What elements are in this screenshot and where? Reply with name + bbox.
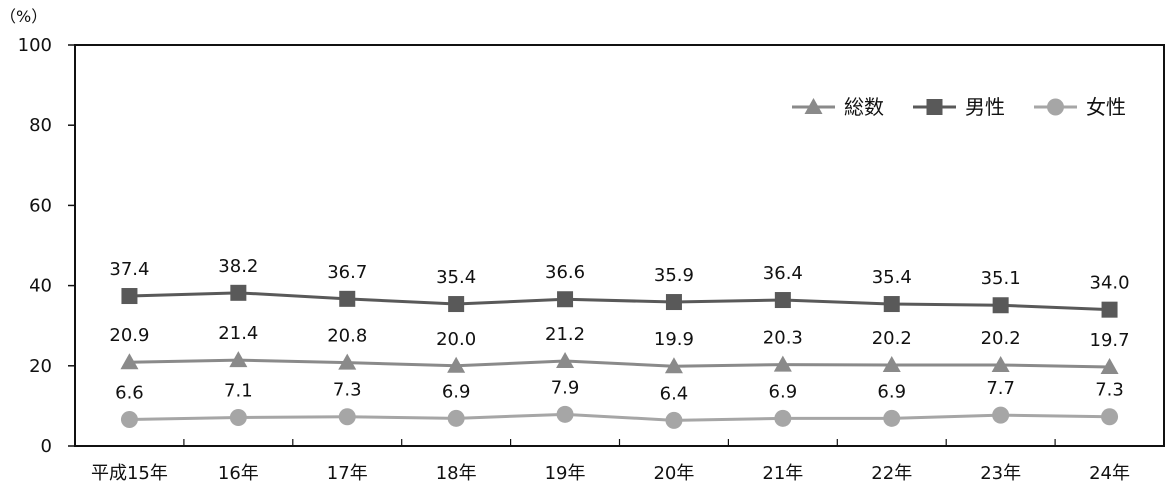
series-line (129, 358, 1110, 369)
data-label: 37.4 (109, 259, 149, 280)
legend-marker (1047, 98, 1064, 116)
data-label: 36.4 (763, 263, 803, 284)
data-label: 6.9 (769, 381, 798, 402)
data-point (1100, 358, 1119, 375)
legend-label: 男性 (965, 95, 1005, 119)
data-label: 6.9 (877, 381, 906, 402)
data-label: 7.1 (224, 381, 253, 402)
x-tick-label: 19年 (545, 463, 586, 484)
legend-item: 女性 (1034, 95, 1126, 119)
series-男性 (121, 284, 1118, 318)
data-label: 20.2 (872, 328, 912, 349)
series-layer (120, 284, 1119, 429)
data-point (557, 291, 574, 308)
data-label: 7.3 (333, 380, 362, 401)
data-point (883, 409, 901, 427)
x-tick-label: 16年 (218, 463, 259, 484)
data-point (992, 406, 1010, 424)
y-tick-label: 100 (18, 35, 52, 56)
data-point (774, 292, 791, 309)
data-point (992, 297, 1009, 314)
series-line (129, 291, 1110, 312)
y-tick-label: 20 (29, 356, 52, 377)
data-point (882, 355, 901, 372)
series-女性 (120, 405, 1119, 429)
x-tick-label: 17年 (327, 463, 368, 484)
y-tick-label: 80 (29, 115, 52, 136)
data-label: 7.7 (986, 378, 1015, 399)
data-point (665, 411, 683, 429)
y-axis-unit-label: （%） (0, 7, 47, 26)
data-label: 6.9 (442, 381, 471, 402)
legend-marker (926, 99, 943, 115)
legend-label: 女性 (1086, 95, 1126, 119)
legend-label: 総数 (844, 95, 884, 119)
x-tick-label: 18年 (436, 463, 477, 484)
data-point (448, 296, 465, 313)
data-label: 38.2 (218, 256, 258, 277)
x-tick-label: 23年 (980, 463, 1021, 484)
data-point (556, 351, 575, 368)
data-point (556, 405, 574, 423)
legend-item: 総数 (792, 95, 884, 119)
data-label: 35.4 (872, 267, 912, 288)
data-label: 20.2 (981, 328, 1021, 349)
data-label: 35.4 (436, 267, 476, 288)
x-tick-label: 21年 (762, 463, 803, 484)
data-label: 20.9 (109, 325, 149, 346)
data-point (338, 353, 357, 370)
data-label: 19.7 (1090, 330, 1130, 351)
data-label: 20.0 (436, 329, 476, 350)
data-point (229, 351, 248, 368)
data-label: 35.9 (654, 265, 694, 286)
data-point (229, 409, 247, 427)
x-tick-label: 22年 (871, 463, 912, 484)
data-label: 19.9 (654, 329, 694, 350)
data-label: 7.9 (551, 377, 580, 398)
data-label: 21.4 (218, 323, 258, 344)
x-tick-label: 24年 (1089, 463, 1130, 484)
legend-marker (804, 98, 823, 114)
data-point (1101, 301, 1118, 318)
data-label: 36.6 (545, 262, 585, 283)
data-label: 20.8 (327, 326, 367, 347)
x-tick-label: 20年 (653, 463, 694, 484)
data-label: 6.6 (115, 383, 144, 404)
axes: 0 20 40 60 80 100 平成15年 16年 17年 18年 19年 20年 21年 22年 23… (18, 35, 1165, 484)
data-labels-layer: 20.9 21.4 20.8 20.0 21.2 19.9 20.3 20.2 20.2 19.7… (109, 256, 1129, 405)
data-point (447, 409, 465, 427)
data-point (774, 409, 792, 427)
data-point (338, 408, 356, 426)
data-point (883, 296, 900, 313)
y-tick-label: 0 (41, 436, 52, 457)
data-label: 7.3 (1095, 380, 1124, 401)
legend: 総数 男性 女性 (792, 95, 1126, 119)
data-point (120, 411, 138, 429)
series-line (129, 412, 1110, 422)
data-label: 20.3 (763, 328, 803, 349)
data-point (121, 288, 138, 305)
data-label: 36.7 (327, 262, 367, 283)
series-総数 (120, 351, 1119, 375)
y-tick-label: 60 (29, 195, 52, 216)
data-point (230, 284, 247, 301)
data-label: 35.1 (981, 268, 1021, 289)
data-point (773, 355, 792, 372)
data-label: 34.0 (1090, 273, 1130, 294)
data-point (991, 355, 1010, 372)
data-label: 21.2 (545, 324, 585, 345)
data-point (664, 357, 683, 374)
data-point (447, 356, 466, 373)
data-point (665, 294, 682, 311)
data-point (1101, 408, 1119, 426)
y-tick-label: 40 (29, 276, 52, 297)
data-point (120, 353, 139, 370)
legend-item: 男性 (913, 95, 1005, 119)
data-point (339, 290, 356, 307)
x-tick-label: 平成15年 (91, 463, 168, 484)
data-label: 6.4 (660, 383, 689, 404)
